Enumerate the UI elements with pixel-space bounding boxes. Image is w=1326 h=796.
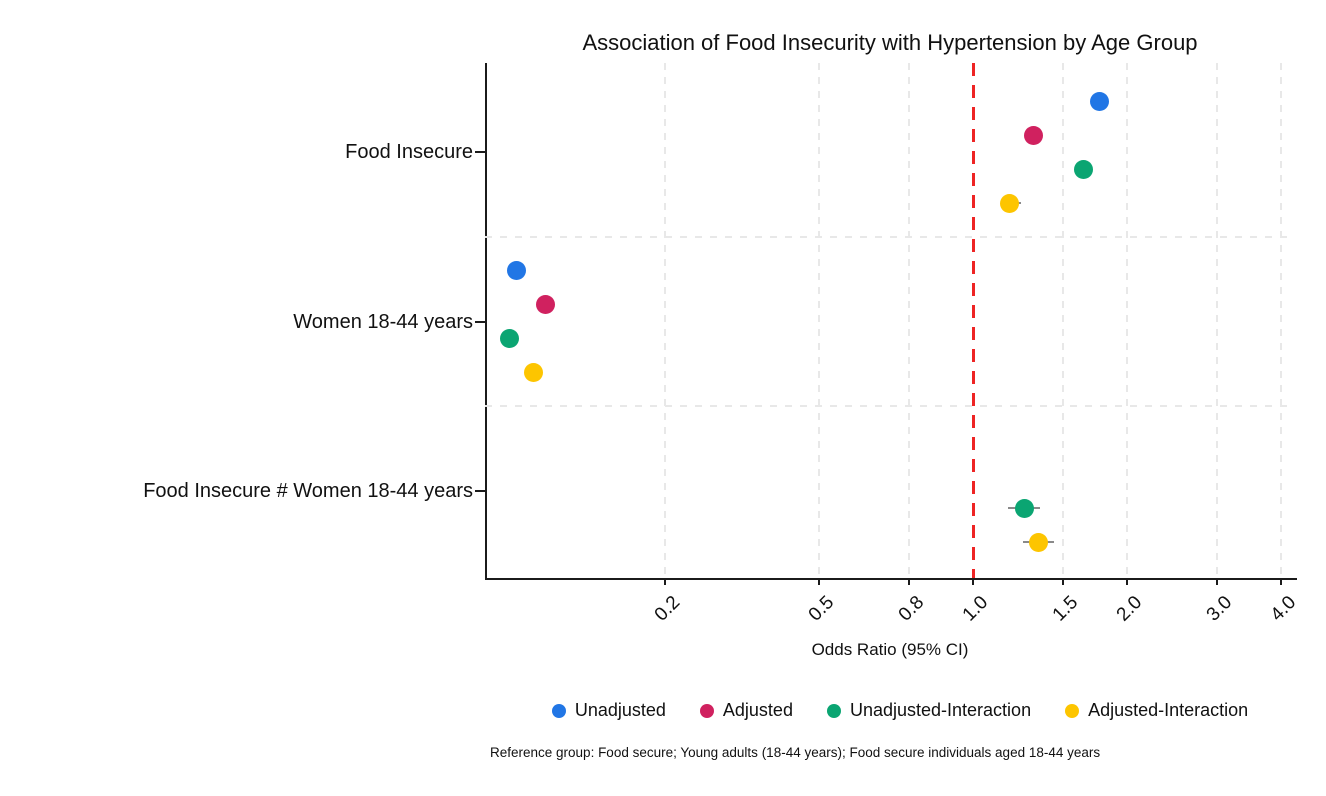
footnote: Reference group: Food secure; Young adul… [490, 745, 1101, 760]
x-axis-title: Odds Ratio (95% CI) [811, 640, 969, 659]
reference-line [971, 63, 975, 578]
x-tick-mark [1062, 578, 1065, 585]
x-tick-label: 1.0 [958, 592, 993, 626]
data-point-adjusted-interaction-group0 [1000, 193, 1020, 213]
x-gridline [1126, 63, 1129, 578]
data-point-unadjusted-group1 [507, 261, 527, 280]
plot-area [485, 63, 1297, 580]
x-gridline [1216, 63, 1219, 578]
legend-swatch-icon [1065, 703, 1080, 718]
x-tick-mark [664, 578, 667, 585]
data-point-unadjusted-interaction-group0 [1073, 159, 1093, 179]
data-point-adjusted-interaction-group2 [1028, 532, 1048, 552]
x-tick-mark [1126, 578, 1129, 585]
legend-item: Unadjusted [551, 700, 666, 721]
x-tick-label: 0.5 [804, 592, 839, 626]
x-gridline [664, 63, 667, 578]
y-tick-mark [475, 490, 485, 492]
legend-swatch-icon [551, 703, 566, 718]
x-gridline [1062, 63, 1065, 578]
legend-item: Adjusted [699, 700, 793, 721]
data-point-adjusted-interaction-group1 [523, 363, 543, 382]
y-category-label: Food Insecure # Women 18-44 years [143, 480, 473, 502]
chart-title: Association of Food Insecurity with Hype… [582, 30, 1198, 55]
data-point-adjusted-group1 [536, 295, 556, 314]
x-tick-mark [1216, 578, 1219, 585]
y-category-label: Food Insecure [345, 141, 473, 163]
x-tick-label: 3.0 [1202, 592, 1236, 626]
x-tick-label: 2.0 [1112, 592, 1146, 626]
group-separator-line [485, 405, 1295, 407]
legend-label: Unadjusted [574, 700, 666, 720]
data-point-unadjusted-interaction-group1 [500, 329, 520, 348]
legend-label: Adjusted-Interaction [1088, 700, 1249, 720]
y-tick-mark [475, 320, 485, 323]
x-tick-label: 1.5 [1048, 592, 1083, 626]
x-tick-label: 4.0 [1266, 592, 1300, 626]
legend: Unadjusted Adjusted Unadjusted-Interaction… [430, 700, 1326, 721]
x-tick-mark [972, 578, 975, 585]
data-point-unadjusted-group0 [1090, 91, 1110, 111]
data-point-unadjusted-interaction-group2 [1014, 498, 1034, 518]
x-tick-mark [908, 578, 911, 585]
x-tick-mark [1280, 578, 1282, 585]
legend-swatch-icon [699, 703, 714, 718]
x-gridline [1280, 63, 1282, 578]
legend-label: Unadjusted-Interaction [849, 700, 1032, 720]
legend-item: Unadjusted-Interaction [826, 700, 1032, 721]
data-point-adjusted-group0 [1023, 125, 1043, 145]
legend-swatch-icon [826, 703, 841, 718]
x-gridline [818, 63, 821, 578]
legend-item: Adjusted-Interaction [1065, 700, 1248, 721]
x-tick-label: 0.2 [650, 592, 685, 626]
x-gridline [908, 63, 911, 578]
x-tick-mark [818, 578, 821, 585]
y-category-label: Women 18-44 years [293, 310, 473, 333]
group-separator-line [485, 235, 1295, 238]
x-tick-label: 0.8 [894, 592, 929, 626]
legend-label: Adjusted [722, 700, 793, 720]
y-tick-mark [475, 151, 485, 153]
